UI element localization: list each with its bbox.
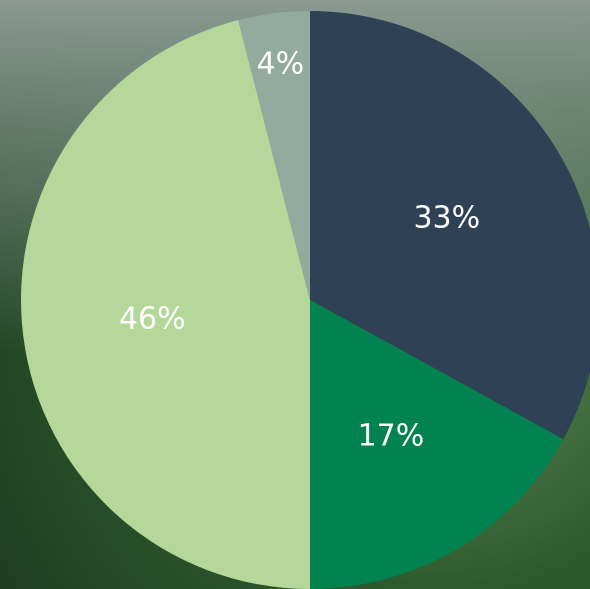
pie-slice bbox=[310, 11, 590, 440]
data-label: 33% bbox=[413, 201, 480, 236]
data-label: 4% bbox=[257, 46, 305, 81]
pie-slice bbox=[20, 20, 310, 589]
data-label: 46% bbox=[119, 301, 186, 336]
pie-slice bbox=[238, 11, 310, 300]
data-label: 17% bbox=[358, 418, 425, 453]
pie-slice bbox=[310, 300, 564, 589]
